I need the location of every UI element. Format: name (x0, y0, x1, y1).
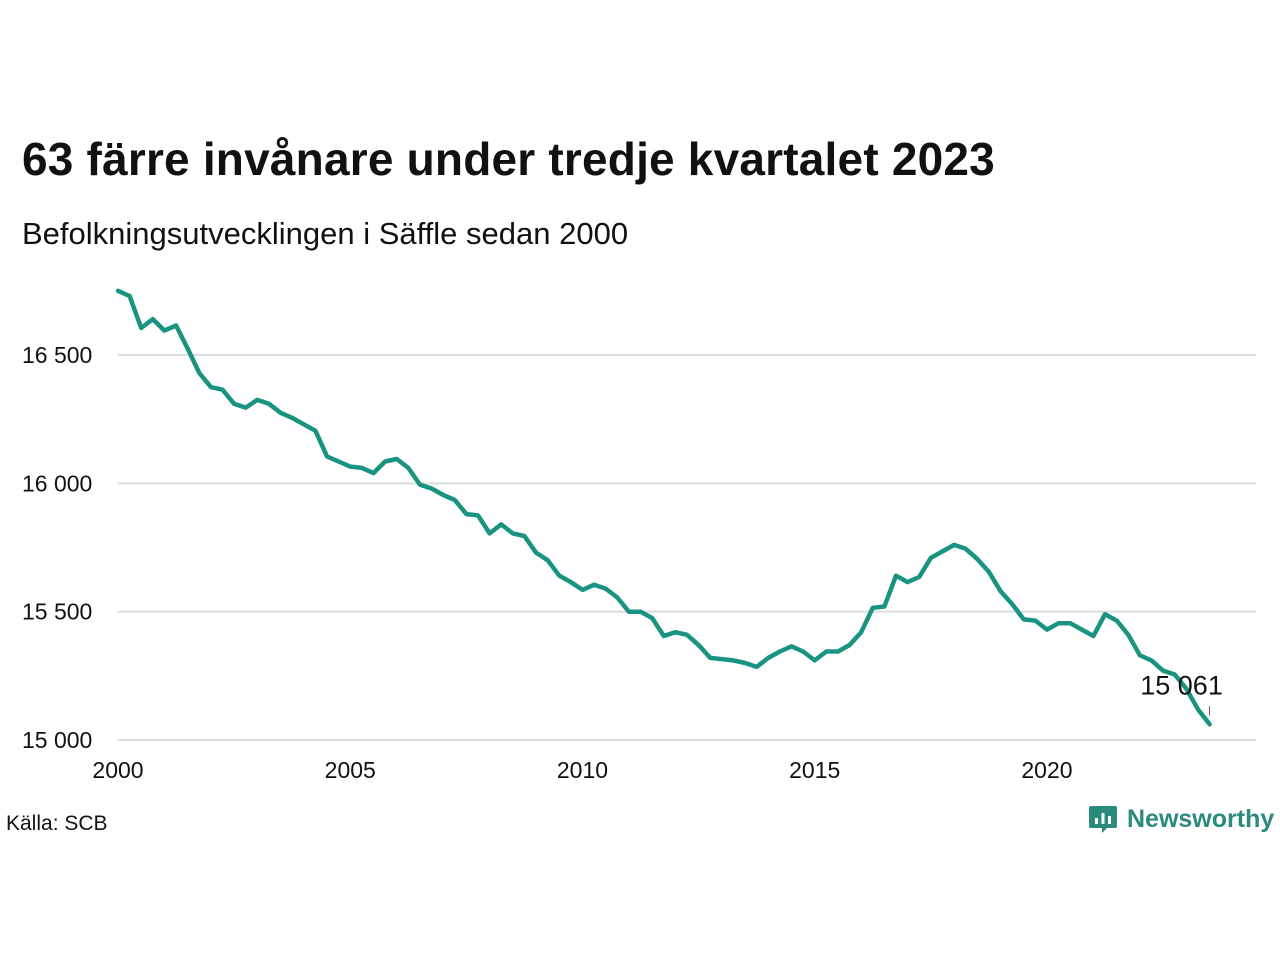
x-tick-label: 2015 (789, 757, 840, 783)
newsworthy-logo[interactable]: Newsworthy (1088, 804, 1274, 834)
x-tick-label: 2005 (325, 757, 376, 783)
y-tick-label: 15 500 (22, 599, 92, 625)
end-value-label: 15 061 (1140, 670, 1223, 700)
x-tick-labels: 2000 2005 2010 2015 2020 (92, 757, 1072, 783)
y-tick-label: 16 000 (22, 470, 92, 496)
y-tick-label: 15 000 (22, 727, 92, 753)
newsworthy-logo-text: Newsworthy (1127, 804, 1275, 833)
chart-title: 63 färre invånare under tredje kvartalet… (22, 133, 995, 185)
y-tick-label: 16 500 (22, 342, 92, 368)
chart-subtitle: Befolkningsutvecklingen i Säffle sedan 2… (22, 216, 629, 251)
newsworthy-logo-icon (1089, 806, 1117, 833)
y-tick-labels: 15 000 15 500 16 000 16 500 (22, 342, 92, 753)
source-note: Källa: SCB (6, 812, 108, 835)
population-line (115, 288, 1212, 727)
x-tick-label: 2000 (92, 757, 143, 783)
x-tick-label: 2020 (1021, 757, 1072, 783)
grid-lines (118, 354, 1256, 741)
x-tick-label: 2010 (557, 757, 608, 783)
